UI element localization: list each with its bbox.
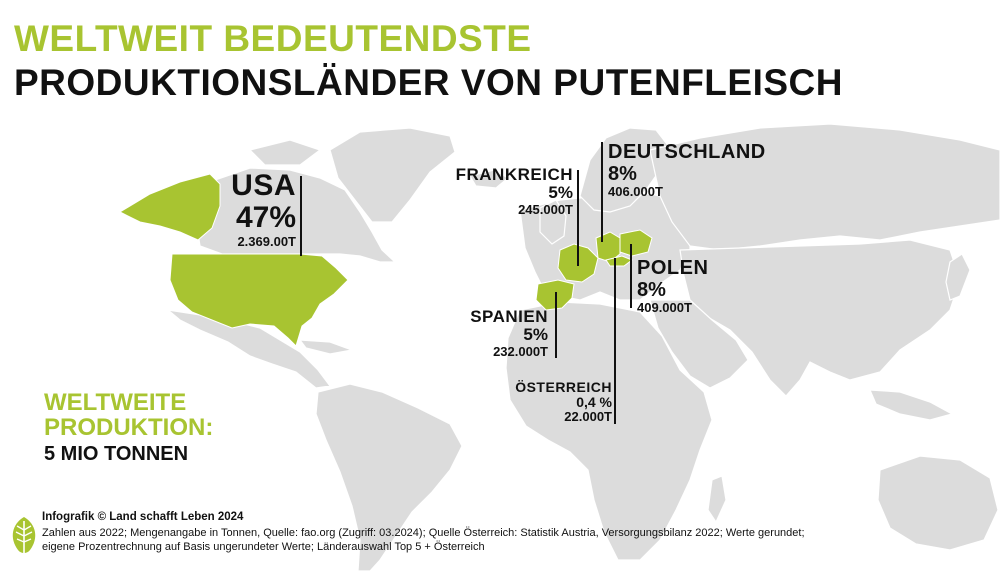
sea-islands-shape (869, 389, 954, 421)
footer-source-line-2: eigene Prozentrechnung auf Basis ungerun… (42, 541, 485, 554)
country-percent-usa: 47% (235, 201, 296, 235)
country-name-polen: POLEN (637, 257, 709, 279)
country-tonnes-spanien: 232.000T (493, 343, 548, 359)
country-label-frankreich: FRANKREICH 5% 245.000T (455, 165, 573, 217)
russia-shape (649, 123, 1000, 251)
leader-line-oesterreich (614, 258, 616, 424)
africa-shape (505, 301, 713, 561)
world-production-value: 5 MIO TONNEN (44, 443, 189, 466)
asia-shape (679, 239, 961, 397)
title-line-1: WELTWEIT BEDEUTENDSTE (14, 18, 532, 59)
footer: Infografik © Land schafft Leben 2024 Zah… (42, 510, 805, 555)
caribbean-shape (298, 339, 355, 355)
australia-shape (877, 455, 999, 551)
country-label-deutschland: DEUTSCHLAND 8% 406.000T (608, 141, 766, 200)
country-label-spanien: SPANIEN 5% 232.000T (470, 307, 548, 359)
japan-shape (945, 253, 971, 301)
iceland-shape (469, 169, 510, 189)
canada-shape (195, 167, 397, 263)
country-name-usa: USA (231, 169, 296, 202)
austria-highlight (605, 255, 634, 267)
country-tonnes-oesterreich: 22.000T (564, 409, 612, 425)
title-line-2: PRODUKTIONSLÄNDER VON PUTENFLEISCH (14, 62, 843, 103)
country-name-oesterreich: ÖSTERREICH (515, 379, 612, 395)
leader-line-usa (300, 176, 302, 256)
country-percent-oesterreich: 0,4 % (576, 394, 612, 411)
country-name-frankreich: FRANKREICH (455, 165, 573, 184)
country-name-deutschland: DEUTSCHLAND (608, 141, 766, 163)
country-tonnes-frankreich: 245.000T (518, 201, 573, 217)
alaska-highlight (118, 173, 221, 241)
footer-source-line-1: Zahlen aus 2022; Mengenangabe in Tonnen,… (42, 526, 805, 539)
world-production-block: WELTWEITE PRODUKTION: 5 MIO TONNEN (44, 390, 213, 465)
leader-line-spanien (555, 292, 557, 358)
country-tonnes-usa: 2.369.00T (237, 233, 296, 249)
footer-brand: Infografik © Land schafft Leben 2024 (42, 511, 244, 523)
country-percent-frankreich: 5% (548, 183, 573, 203)
uk-shape (539, 199, 567, 245)
mexico-shape (165, 309, 332, 389)
country-label-usa: USA 47% 2.369.00T (231, 169, 296, 249)
world-production-line-2: PRODUKTION: (44, 414, 214, 442)
greenland-shape (329, 127, 456, 223)
country-percent-spanien: 5% (523, 325, 548, 345)
country-percent-polen: 8% (637, 278, 666, 301)
leader-line-deutschland (601, 142, 603, 242)
country-tonnes-polen: 409.000T (637, 300, 692, 316)
country-label-oesterreich: ÖSTERREICH 0,4 % 22.000T (515, 379, 612, 425)
madagascar-shape (707, 475, 727, 524)
poland-highlight (619, 229, 653, 257)
arctic-islands-shape (248, 139, 322, 166)
country-name-spanien: SPANIEN (470, 307, 548, 326)
leader-line-frankreich (577, 170, 579, 266)
arabia-shape (649, 299, 749, 389)
country-label-polen: POLEN 8% 409.000T (637, 257, 709, 316)
leader-line-polen (630, 244, 632, 308)
south-america-shape (315, 383, 463, 571)
world-production-line-1: WELTWEITE (44, 389, 187, 416)
usa-highlight (169, 253, 349, 347)
country-tonnes-deutschland: 406.000T (608, 184, 663, 200)
country-percent-deutschland: 8% (608, 162, 637, 185)
leaf-logo-icon (12, 517, 36, 553)
